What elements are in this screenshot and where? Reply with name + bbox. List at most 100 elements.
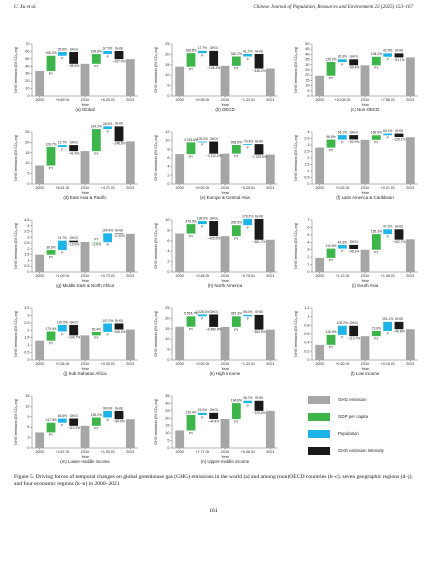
x-tick-label: 2010	[221, 98, 229, 102]
step-bar	[103, 126, 113, 130]
panel-caption: (h) North America	[208, 283, 243, 288]
y-tick-label: 0.4	[304, 341, 309, 345]
ghg-bar	[35, 432, 45, 448]
step-name: PY	[49, 166, 54, 170]
delta-label: +0.09 Gt	[195, 186, 209, 190]
y-tick-label: 7	[307, 218, 309, 222]
panel-caption: (g) Middle East & North Africa	[56, 283, 114, 288]
ghg-bar	[125, 59, 135, 96]
y-axis-label: GHG emission (Gt CO₂-eq)	[294, 310, 298, 357]
pct-label: 128.6%	[197, 216, 208, 220]
y-tick-label: 0	[27, 446, 29, 450]
pct-label: 126.2%	[91, 413, 102, 417]
step-bar	[349, 325, 359, 337]
page-number: 161	[209, 508, 218, 514]
y-tick-label: 6	[167, 239, 169, 243]
step-name: PY	[329, 259, 334, 263]
y-tick-label: 0	[167, 270, 169, 274]
legend-label: GHG emission	[338, 397, 367, 402]
step-name: P	[201, 317, 203, 321]
pct-label: −13.0%	[68, 243, 79, 247]
step-bar	[371, 56, 381, 66]
x-axis-label: Year	[361, 279, 369, 283]
pct-label: −51.1%	[393, 58, 404, 62]
step-bar	[371, 135, 381, 140]
y-tick-label: 0	[167, 446, 169, 450]
step-bar	[209, 412, 219, 420]
x-tick-label: 2010	[221, 450, 229, 454]
pct-label: −207.4%	[112, 60, 125, 64]
step-bar	[103, 323, 113, 332]
step-name: PY	[329, 346, 334, 350]
ghg-bar	[220, 65, 230, 96]
step-name: PY	[189, 68, 194, 72]
y-tick-label: 25	[305, 68, 309, 72]
step-bar	[46, 331, 56, 341]
y-tick-label: 2.5	[24, 241, 29, 245]
pct-label: 74.7%	[58, 236, 67, 240]
pct-label: 128.7%	[45, 142, 56, 146]
step-bar	[231, 145, 241, 154]
step-name: PY	[374, 337, 379, 341]
pct-label: −41.4%	[68, 152, 79, 156]
y-tick-label: 1.2	[304, 306, 309, 310]
step-bar	[197, 221, 207, 225]
x-tick-label: 2000	[35, 274, 43, 278]
step-bar	[337, 244, 347, 249]
pct-label: 147.3%	[45, 418, 56, 422]
panel-caption: (b) OECD	[215, 107, 234, 112]
x-axis-label: Year	[81, 367, 89, 371]
pct-label: 3 033.6%	[184, 138, 198, 142]
step-name: P	[107, 130, 109, 134]
x-axis-label: Year	[221, 279, 229, 283]
ghg-bar	[220, 326, 230, 360]
step-bar	[103, 50, 113, 55]
x-tick-label: 2000	[175, 274, 183, 278]
panel-caption: (c) Non-OECD	[351, 107, 380, 112]
step-name: GHGI	[210, 310, 218, 314]
pct-label: 173.4%	[45, 327, 56, 331]
step-bar	[243, 144, 253, 145]
y-tick-label: 5	[167, 84, 169, 88]
y-tick-label: 3.5	[24, 306, 29, 310]
x-tick-label: 2010	[81, 450, 89, 454]
step-name: PY	[49, 433, 54, 437]
pct-label: 131.1%	[382, 317, 393, 321]
pct-label: −119.7%	[347, 337, 360, 341]
ghg-bar	[80, 335, 90, 360]
step-name: P	[247, 57, 249, 61]
ghg-bar	[35, 71, 45, 96]
pct-label: −106.3%	[207, 66, 220, 70]
y-axis-label: GHG emission (Gt CO₂-eq)	[154, 222, 158, 269]
y-tick-label: 2	[167, 173, 169, 177]
y-tick-label: 2	[307, 255, 309, 259]
ghg-bar	[35, 340, 45, 360]
x-axis-label: Year	[221, 191, 229, 195]
step-name: PY	[189, 328, 194, 332]
pct-label: 209.6%	[91, 49, 102, 53]
y-tick-label: 25	[25, 130, 29, 134]
step-name: PY	[49, 256, 54, 260]
step-bar	[69, 145, 79, 152]
step-name: GHGI	[255, 139, 263, 143]
step-bar	[114, 126, 124, 142]
y-tick-label: 2.5	[304, 150, 309, 154]
step-bar	[326, 334, 336, 345]
ghg-bar	[80, 63, 90, 96]
step-bar	[186, 415, 196, 431]
step-name: P	[341, 336, 343, 340]
pct-label: 104.9%	[102, 229, 113, 233]
step-name: GHGI	[210, 137, 218, 141]
step-name: PY	[94, 427, 99, 431]
legend-swatch	[308, 413, 330, 421]
x-tick-label: 2010	[81, 186, 89, 190]
step-bar	[103, 233, 113, 243]
y-tick-label: 3.5	[304, 137, 309, 141]
step-name: P	[387, 136, 389, 140]
y-tick-label: 0	[167, 94, 169, 98]
step-bar	[371, 330, 381, 337]
step-bar	[254, 53, 264, 69]
x-tick-label: 2021	[126, 98, 134, 102]
pct-label: 1 025.3%	[195, 310, 209, 314]
pct-label: 106.2%	[45, 51, 56, 55]
